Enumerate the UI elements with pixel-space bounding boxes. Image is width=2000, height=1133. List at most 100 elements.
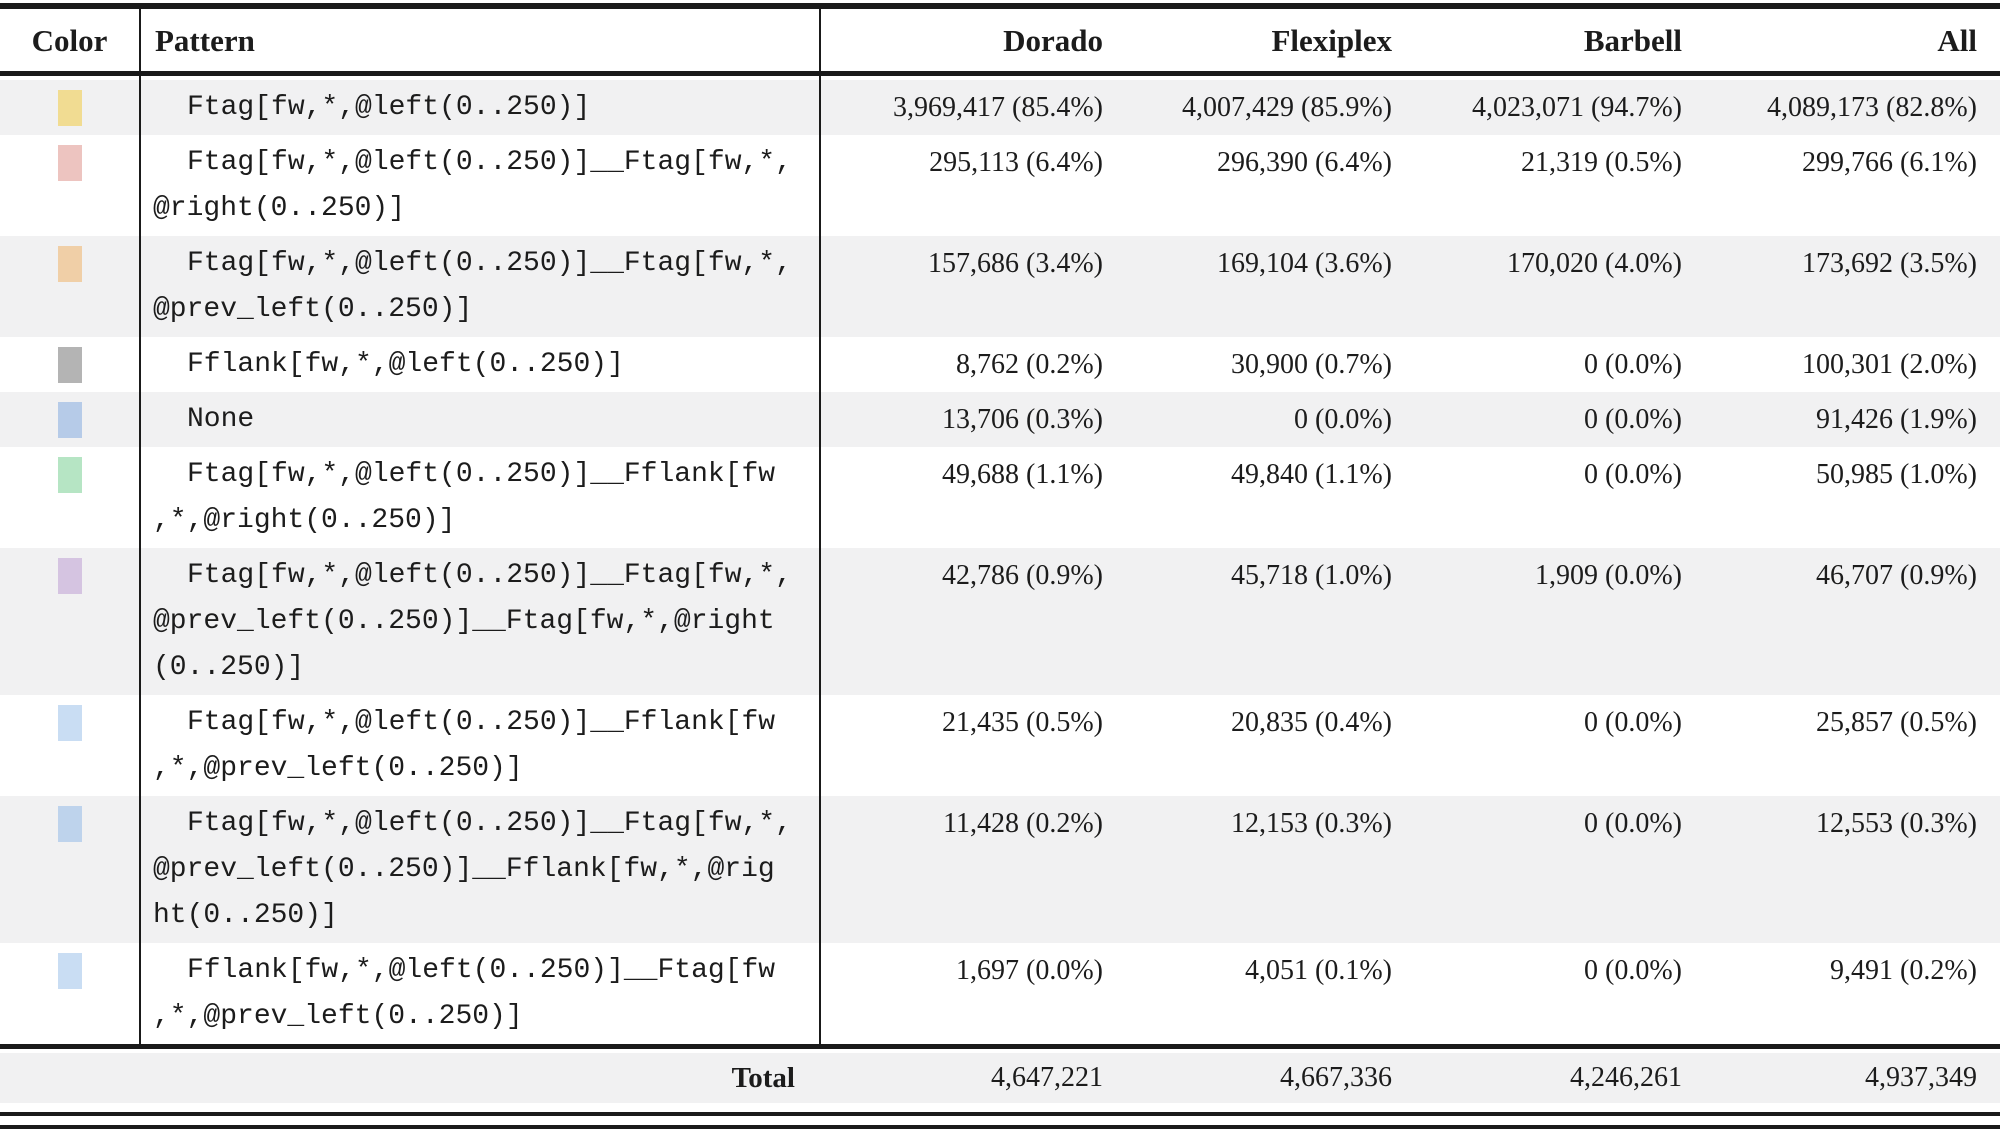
color-swatch [57,246,82,282]
count-cell: 45,718 (1.0%) [1113,548,1402,695]
pattern-line: ,*,@right(0..250)] [153,505,456,536]
pattern-line: ,*,@prev_left(0..250)] [153,1001,523,1032]
count-cell: 169,104 (3.6%) [1113,236,1402,337]
bottom-rule-upper [0,1112,2000,1116]
table-row: Ftag[fw,*,@left(0..250)]__Ftag[fw,*, @pre… [0,796,2000,943]
count-cell: 3,969,417 (85.4%) [820,80,1113,135]
count-cell: 299,766 (6.1%) [1802,147,1977,178]
count-cell: 100,301 (2.0%) [1802,349,1977,380]
count-cell: 21,435 (0.5%) [942,707,1103,738]
table-row: Fflank[fw,*,@left(0..250)] 8,762 (0.2%) 30… [0,337,2000,392]
count-cell: 1,909 (0.0%) [1402,548,1692,695]
color-cell [0,447,141,548]
count-cell: 4,051 (0.1%) [1245,955,1392,986]
color-swatch [57,558,82,594]
pattern-cell: Fflank[fw,*,@left(0..250)]__Ftag[fw ,*,@p… [140,943,821,1047]
pattern-cell: Ftag[fw,*,@left(0..250)] [140,80,821,135]
pattern-line: Ftag[fw,*,@left(0..250)] [187,92,591,123]
count-cell: 4,023,071 (94.7%) [1402,80,1692,135]
count-cell: 0 (0.0%) [1584,955,1682,986]
pattern-cell: Ftag[fw,*,@left(0..250)]__Fflank[fw ,*,@p… [140,695,821,796]
pattern-line: Ftag[fw,*,@left(0..250)]__Fflank[fw [187,707,776,738]
count-cell: 0 (0.0%) [1113,392,1402,447]
color-cell [0,236,141,337]
pattern-line: @prev_left(0..250)]__Fflank[fw,*,@rig [153,854,775,885]
color-cell [0,796,141,943]
pattern-cell: Ftag[fw,*,@left(0..250)]__Ftag[fw,*, @pre… [140,236,821,337]
count-cell: 46,707 (0.9%) [1692,548,2000,695]
table-row: Ftag[fw,*,@left(0..250)]__Fflank[fw ,*,@p… [0,695,2000,796]
table-row: None 13,706 (0.3%) 0 (0.0%) 0 (0.0%) 91,426 … [0,392,2000,447]
color-cell [0,80,141,135]
count-cell: 12,153 (0.3%) [1113,796,1402,943]
total-label: Total [0,1053,820,1103]
color-swatch [57,953,82,989]
count-cell: 49,688 (1.1%) [942,459,1103,490]
pattern-stats-table: Color Pattern Dorado Flexiplex Barbell A… [0,3,2000,1049]
count-cell: 12,553 (0.3%) [1692,796,2000,943]
count-cell: 42,786 (0.9%) [820,548,1113,695]
count-cell: 8,762 (0.2%) [956,349,1103,380]
pattern-cell: None [140,392,821,447]
count-cell: 0 (0.0%) [1402,796,1692,943]
pattern-line: ,*,@prev_left(0..250)] [153,753,523,784]
pattern-cell: Ftag[fw,*,@left(0..250)]__Ftag[fw,*, @pre… [140,796,821,943]
count-cell: 9,491 (0.2%) [1830,955,1977,986]
header-gap-row [0,73,2000,80]
column-header-flexiplex: Flexiplex [1113,6,1402,76]
color-cell [0,548,141,695]
column-header-dorado: Dorado [820,6,1113,76]
count-cell: 0 (0.0%) [1584,459,1682,490]
color-cell [0,135,141,236]
table-row: Ftag[fw,*,@left(0..250)]__Ftag[fw,*, @pre… [0,548,2000,695]
column-header-color: Color [0,6,141,76]
total-value-flexiplex: 4,667,336 [1113,1053,1402,1103]
count-cell: 91,426 (1.9%) [1692,392,2000,447]
color-swatch [57,402,82,438]
color-swatch [57,705,82,741]
total-value-all: 4,937,349 [1692,1053,2000,1103]
total-row: Total 4,647,221 4,667,336 4,246,261 4,93… [0,1053,2000,1103]
pattern-line: Ftag[fw,*,@left(0..250)]__Ftag[fw,*, [187,808,792,839]
pattern-line: Ftag[fw,*,@left(0..250)]__Ftag[fw,*, [187,560,792,591]
pattern-line: Fflank[fw,*,@left(0..250)]__Ftag[fw [187,955,776,986]
total-row-table: Total 4,647,221 4,667,336 4,246,261 4,93… [0,1053,2000,1103]
count-cell: 0 (0.0%) [1584,707,1682,738]
count-cell: 4,007,429 (85.9%) [1113,80,1402,135]
count-cell: 157,686 (3.4%) [820,236,1113,337]
count-cell: 21,319 (0.5%) [1521,147,1682,178]
count-cell: 296,390 (6.4%) [1217,147,1392,178]
total-value-barbell: 4,246,261 [1402,1053,1692,1103]
table-row: Fflank[fw,*,@left(0..250)]__Ftag[fw ,*,@p… [0,943,2000,1047]
count-cell: 0 (0.0%) [1402,392,1692,447]
count-cell: 11,428 (0.2%) [820,796,1113,943]
pattern-cell: Ftag[fw,*,@left(0..250)]__Ftag[fw,*, @pre… [140,548,821,695]
bottom-rule-lower [0,1125,2000,1129]
pattern-cell: Ftag[fw,*,@left(0..250)]__Ftag[fw,*, @rig… [140,135,821,236]
color-swatch [57,806,82,842]
count-cell: 50,985 (1.0%) [1816,459,1977,490]
pattern-line: (0..250)] [153,652,305,683]
column-header-pattern: Pattern [140,6,821,76]
color-swatch [57,347,82,383]
total-value-dorado: 4,647,221 [820,1053,1113,1103]
column-header-all: All [1692,6,2000,76]
count-cell: 30,900 (0.7%) [1231,349,1392,380]
column-header-barbell: Barbell [1402,6,1692,76]
pattern-line: @right(0..250)] [153,193,406,224]
count-cell: 25,857 (0.5%) [1816,707,1977,738]
pattern-cell: Ftag[fw,*,@left(0..250)]__Fflank[fw ,*,@r… [140,447,821,548]
color-swatch [57,457,82,493]
color-swatch [57,90,82,126]
count-cell: 13,706 (0.3%) [820,392,1113,447]
pattern-line: @prev_left(0..250)] [153,294,473,325]
table-row: Ftag[fw,*,@left(0..250)]__Fflank[fw ,*,@r… [0,447,2000,548]
color-cell [0,337,141,392]
table-row: Ftag[fw,*,@left(0..250)] 3,969,417 (85.4%… [0,80,2000,135]
table-row: Ftag[fw,*,@left(0..250)]__Ftag[fw,*, @rig… [0,135,2000,236]
pattern-line: ht(0..250)] [153,900,338,931]
pattern-line: Ftag[fw,*,@left(0..250)]__Ftag[fw,*, [187,248,792,279]
count-cell: 173,692 (3.5%) [1692,236,2000,337]
count-cell: 170,020 (4.0%) [1402,236,1692,337]
